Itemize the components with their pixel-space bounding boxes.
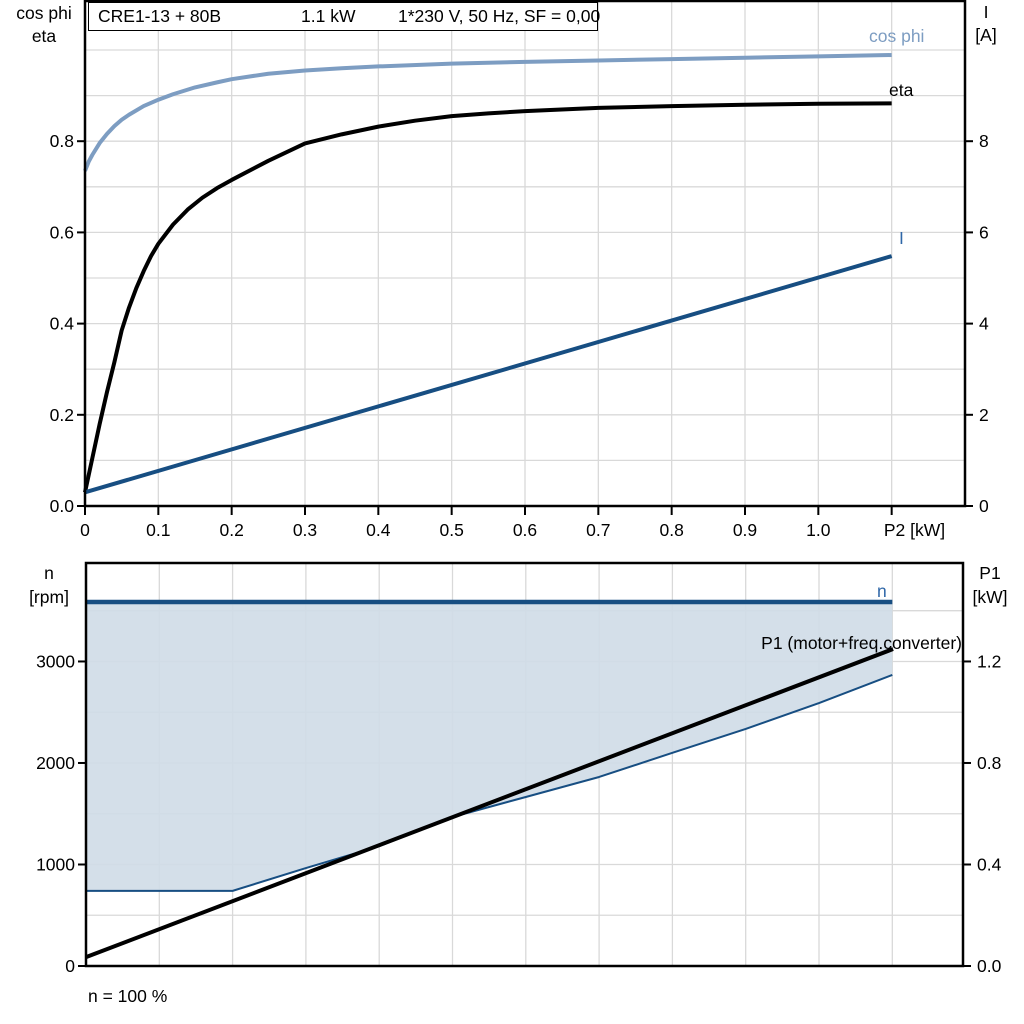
x-tick-label: 0.5	[440, 520, 464, 540]
left-tick-label: 0.0	[50, 496, 75, 516]
right-tick-label: 8	[979, 131, 989, 151]
left-tick-label: 0.8	[50, 131, 74, 151]
cos-phi-curve	[83, 53, 892, 172]
right-tick-label: 4	[979, 314, 989, 334]
left-tick-label: 1000	[36, 854, 75, 874]
x-tick-label: 0.6	[513, 520, 537, 540]
eta-curve-label: eta	[889, 80, 914, 100]
x-tick-label: 0.3	[293, 520, 317, 540]
right-tick-label: 0	[979, 496, 989, 516]
left-tick-label: 0.2	[50, 405, 74, 425]
top-left-axis-label-cos-phi: cos phi	[16, 3, 72, 23]
current-curve-label: I	[899, 228, 904, 248]
i-curve	[84, 254, 893, 495]
top-right-axis-label-i: I	[983, 2, 989, 22]
x-tick-label: 0.7	[586, 520, 610, 540]
x-tick-label: 0.4	[366, 520, 391, 540]
bottom-plot-border	[84, 561, 965, 968]
x-tick-label: 0	[80, 520, 90, 540]
bottom-right-axis-label-unit: [kW]	[972, 587, 1008, 607]
bottom-right-axis-label-p1: P1	[979, 563, 1001, 583]
right-tick-label: 0.4	[977, 854, 1002, 874]
left-tick-label: 3000	[36, 651, 75, 671]
x-tick-label: 1.0	[806, 520, 831, 540]
chart-title-power: 1.1 kW	[301, 6, 356, 26]
p1-curve-label: P1 (motor+freq.converter)	[761, 633, 962, 653]
chart-title-supply: 1*230 V, 50 Hz, SF = 0,00	[398, 6, 601, 26]
x-tick-label: 0.9	[733, 520, 757, 540]
top-right-axis-label-unit: [A]	[975, 25, 997, 45]
chart-title-model: CRE1-13 + 80B	[98, 6, 222, 26]
left-tick-label: 2000	[36, 753, 75, 773]
speed-range-lower-bound-curve	[86, 674, 893, 892]
eta-curve	[83, 101, 892, 493]
right-tick-label: 0.8	[977, 753, 1001, 773]
right-tick-label: 0.0	[977, 956, 1002, 976]
x-tick-label: 0.2	[220, 520, 244, 540]
n-curve-label: n	[877, 581, 887, 601]
right-tick-label: 2	[979, 405, 989, 425]
bottom-left-axis-label-n: n	[44, 563, 54, 583]
chart-title-box: CRE1-13 + 80B 1.1 kW 1*230 V, 50 Hz, SF …	[88, 2, 601, 31]
right-tick-label: 6	[979, 222, 989, 242]
bottom-left-axis-label-unit: [rpm]	[29, 587, 69, 607]
p1-motor-freq-converter--curve	[85, 647, 894, 959]
left-tick-label: 0.4	[50, 314, 75, 334]
top-left-axis-label-eta: eta	[31, 26, 57, 46]
top-x-axis-unit-label: P2 [kW]	[883, 520, 946, 540]
left-tick-label: 0	[65, 956, 75, 976]
x-tick-label: 0.8	[659, 520, 683, 540]
left-tick-label: 0.6	[50, 222, 74, 242]
right-tick-label: 1.2	[977, 651, 1001, 671]
speed-note-label: n = 100 %	[88, 986, 168, 1006]
x-tick-label: 0.1	[146, 520, 170, 540]
speed-range-area	[86, 601, 893, 891]
cos-phi-curve-label: cos phi	[869, 26, 925, 46]
